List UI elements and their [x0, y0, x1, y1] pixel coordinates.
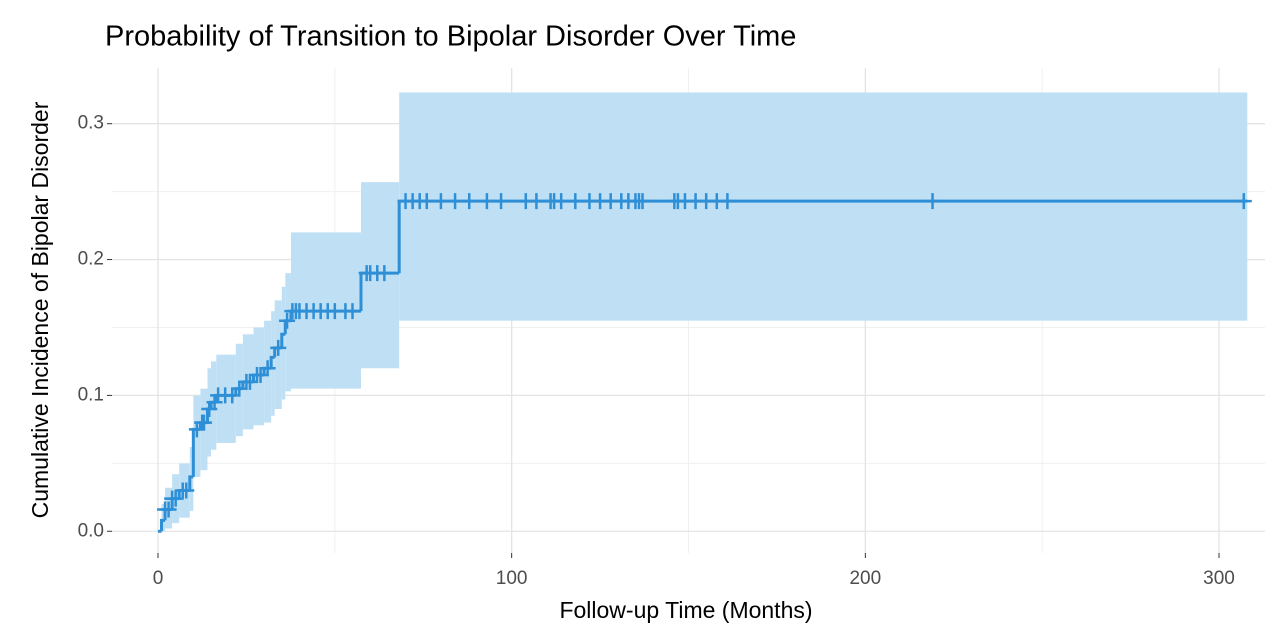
- confidence-band: [281, 286, 286, 400]
- censor-mark: [478, 193, 495, 210]
- censor-mark: [418, 193, 435, 210]
- x-tick-label: 0: [153, 568, 164, 589]
- censor-mark: [252, 367, 269, 384]
- censor-mark: [195, 414, 212, 431]
- censor-mark: [206, 394, 223, 411]
- censor-mark: [224, 387, 241, 404]
- censor-mark: [270, 339, 287, 356]
- censor-mark: [167, 490, 184, 507]
- x-tick-label: 200: [849, 568, 881, 589]
- censor-mark: [719, 193, 736, 210]
- x-tick-label: 300: [1203, 568, 1235, 589]
- x-tick-label: 100: [496, 568, 528, 589]
- censor-mark: [231, 380, 248, 397]
- censor-mark: [432, 193, 449, 210]
- censor-mark: [344, 303, 361, 320]
- step-line: [160, 518, 166, 532]
- y-axis-title: Cumulative Incidence of Bipolar Disorder: [27, 101, 53, 518]
- censor-mark: [259, 360, 276, 377]
- censor-mark: [1235, 193, 1252, 210]
- censor-mark: [924, 193, 941, 210]
- confidence-band: [189, 447, 194, 511]
- censor-mark: [279, 312, 296, 329]
- y-tick-label: 0.3: [78, 113, 104, 134]
- step-line: [269, 355, 275, 369]
- x-axis-title: Follow-up Time (Months): [559, 597, 812, 623]
- censor-mark: [461, 193, 478, 210]
- confidence-band: [399, 92, 1248, 321]
- censor-mark: [528, 193, 545, 210]
- chart-title: Probability of Transition to Bipolar Dis…: [105, 21, 796, 53]
- step-line: [188, 475, 194, 491]
- plot: [157, 92, 1252, 533]
- censor-mark: [178, 482, 195, 499]
- y-tick-label: 0.0: [78, 520, 104, 541]
- confidence-band: [161, 504, 166, 532]
- y-tick-label: 0.2: [78, 249, 104, 270]
- censor-mark: [634, 193, 651, 210]
- confidence-band: [285, 273, 291, 392]
- step-line: [280, 332, 286, 348]
- censor-mark: [241, 373, 258, 390]
- censor-mark: [376, 265, 393, 282]
- censor-mark: [447, 193, 464, 210]
- censor-mark: [553, 193, 570, 210]
- confidence-band: [271, 311, 275, 416]
- censor-mark: [493, 193, 510, 210]
- censor-mark: [160, 501, 177, 518]
- y-tick-label: 0.1: [78, 384, 104, 405]
- censor-mark: [567, 193, 584, 210]
